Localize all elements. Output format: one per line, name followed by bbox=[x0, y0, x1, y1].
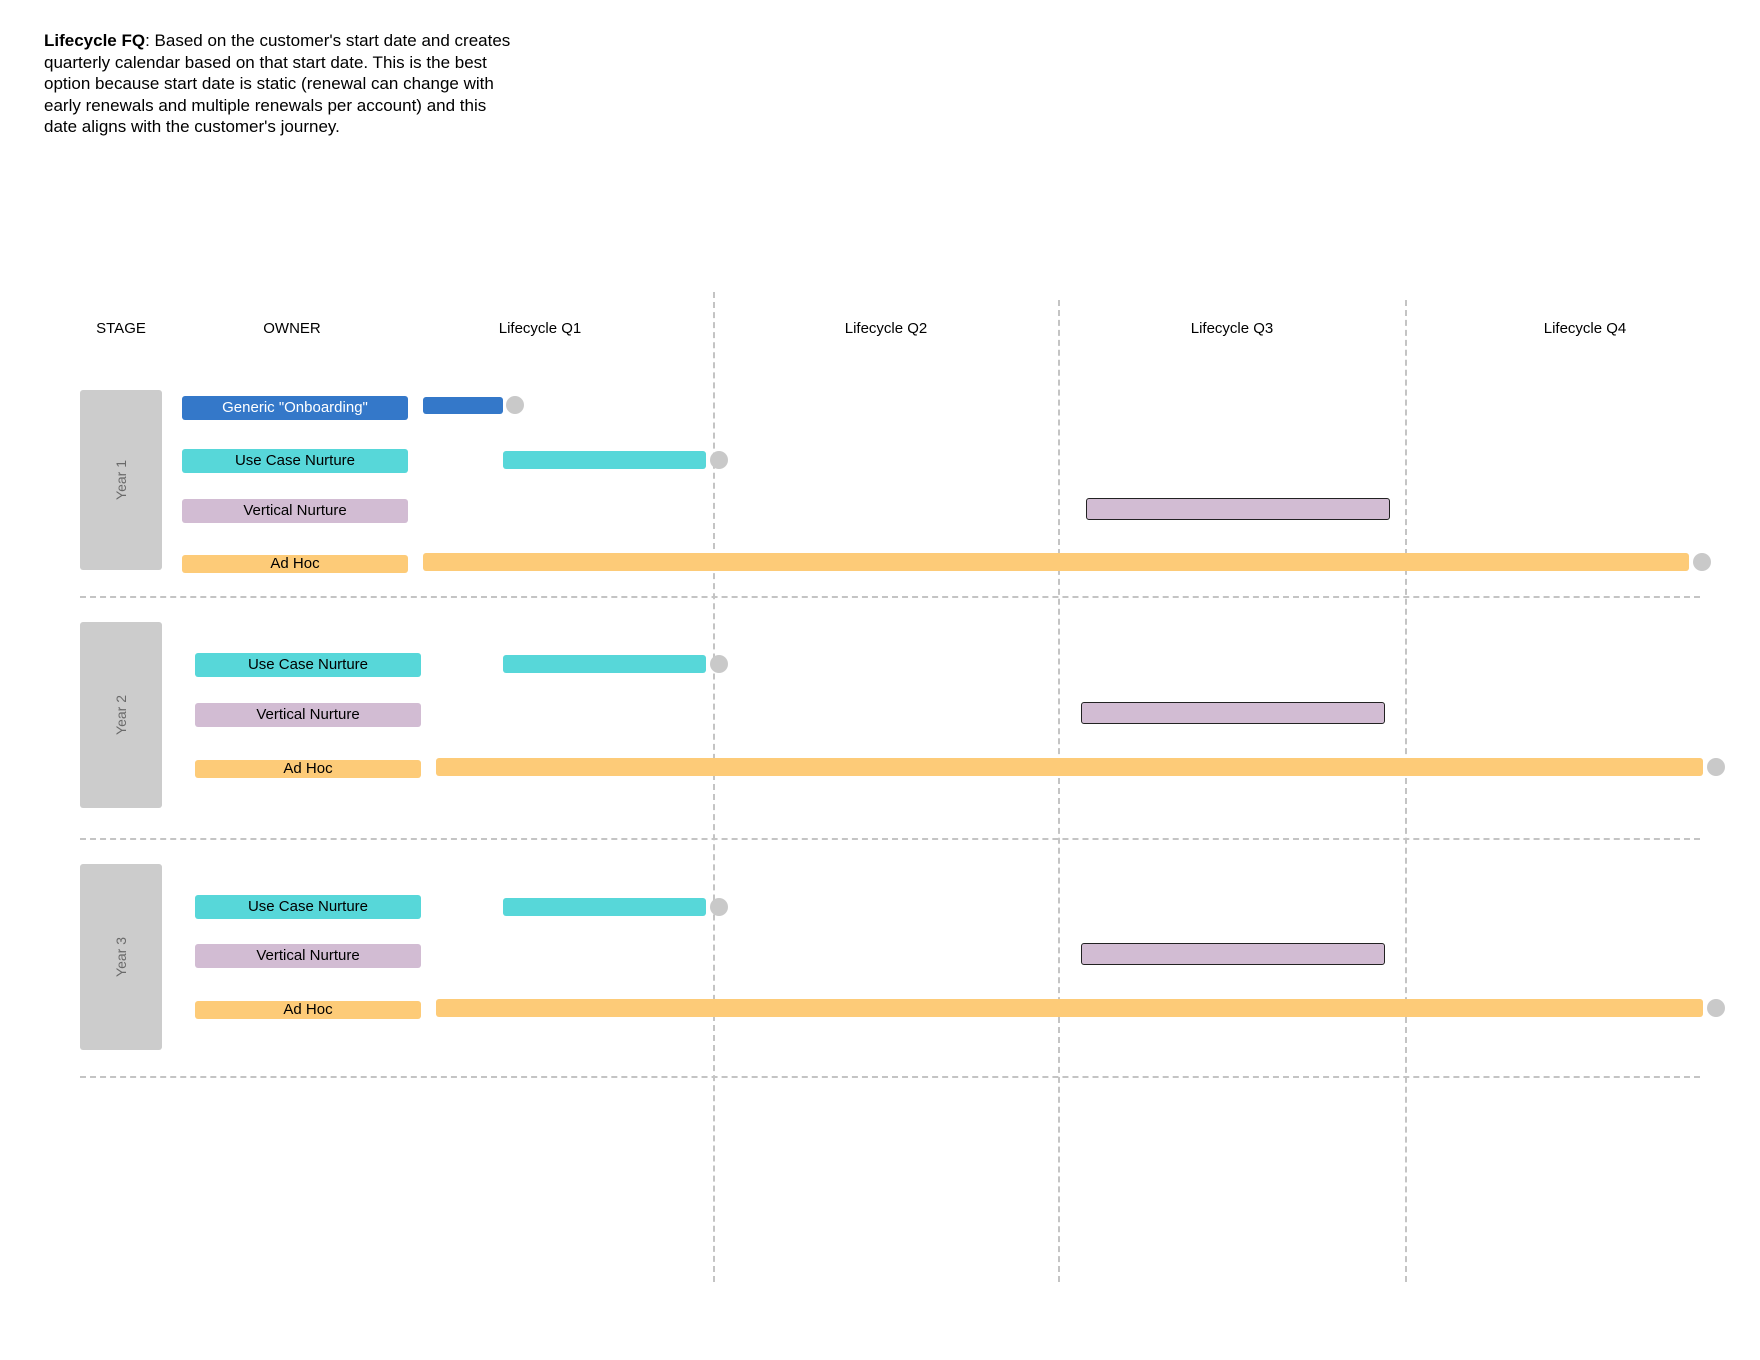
milestone-dot bbox=[710, 451, 728, 469]
timeline-bar-vertical bbox=[1081, 943, 1385, 965]
timeline-bar-use-case bbox=[503, 655, 706, 673]
stage-year-3: Year 3 bbox=[80, 864, 162, 1050]
owner-ad-hoc: Ad Hoc bbox=[195, 1001, 421, 1019]
owner-use-case: Use Case Nurture bbox=[195, 895, 421, 919]
header-stage: STAGE bbox=[96, 320, 146, 337]
divider-q2-q3 bbox=[1058, 300, 1060, 1282]
description-text: Lifecycle FQ: Based on the customer's st… bbox=[44, 30, 524, 138]
timeline-bar-ad-hoc bbox=[423, 553, 1689, 571]
stage-year-2: Year 2 bbox=[80, 622, 162, 808]
owner-ad-hoc: Ad Hoc bbox=[182, 555, 408, 573]
header-q2: Lifecycle Q2 bbox=[844, 320, 928, 337]
owner-use-case: Use Case Nurture bbox=[195, 653, 421, 677]
milestone-dot bbox=[1693, 553, 1711, 571]
timeline-bar-ad-hoc bbox=[436, 999, 1703, 1017]
header-owner: OWNER bbox=[263, 320, 321, 337]
milestone-dot bbox=[710, 898, 728, 916]
milestone-dot bbox=[1707, 758, 1725, 776]
divider-q1-q2 bbox=[713, 292, 715, 1282]
timeline-bar-use-case bbox=[503, 898, 706, 916]
divider-year2 bbox=[80, 838, 1700, 840]
owner-vertical: Vertical Nurture bbox=[195, 703, 421, 727]
description-title: Lifecycle FQ bbox=[44, 31, 146, 50]
divider-year1 bbox=[80, 596, 1700, 598]
milestone-dot bbox=[506, 396, 524, 414]
timeline-bar-ad-hoc bbox=[436, 758, 1703, 776]
milestone-dot bbox=[710, 655, 728, 673]
stage-label: Year 3 bbox=[113, 937, 129, 977]
owner-use-case: Use Case Nurture bbox=[182, 449, 408, 473]
owner-onboarding: Generic "Onboarding" bbox=[182, 396, 408, 420]
owner-vertical: Vertical Nurture bbox=[195, 944, 421, 968]
divider-year3 bbox=[80, 1076, 1700, 1078]
owner-ad-hoc: Ad Hoc bbox=[195, 760, 421, 778]
timeline-bar-vertical bbox=[1081, 702, 1385, 724]
stage-label: Year 2 bbox=[113, 695, 129, 735]
milestone-dot bbox=[1707, 999, 1725, 1017]
owner-vertical: Vertical Nurture bbox=[182, 499, 408, 523]
stage-label: Year 1 bbox=[113, 460, 129, 500]
header-q1: Lifecycle Q1 bbox=[498, 320, 582, 337]
timeline-bar-onboarding bbox=[423, 397, 503, 414]
timeline-bar-vertical bbox=[1086, 498, 1390, 520]
header-q4: Lifecycle Q4 bbox=[1543, 320, 1627, 337]
timeline-bar-use-case bbox=[503, 451, 706, 469]
description-body: : Based on the customer's start date and… bbox=[44, 31, 511, 136]
header-q3: Lifecycle Q3 bbox=[1190, 320, 1274, 337]
divider-q3-q4 bbox=[1405, 300, 1407, 1282]
stage-year-1: Year 1 bbox=[80, 390, 162, 570]
